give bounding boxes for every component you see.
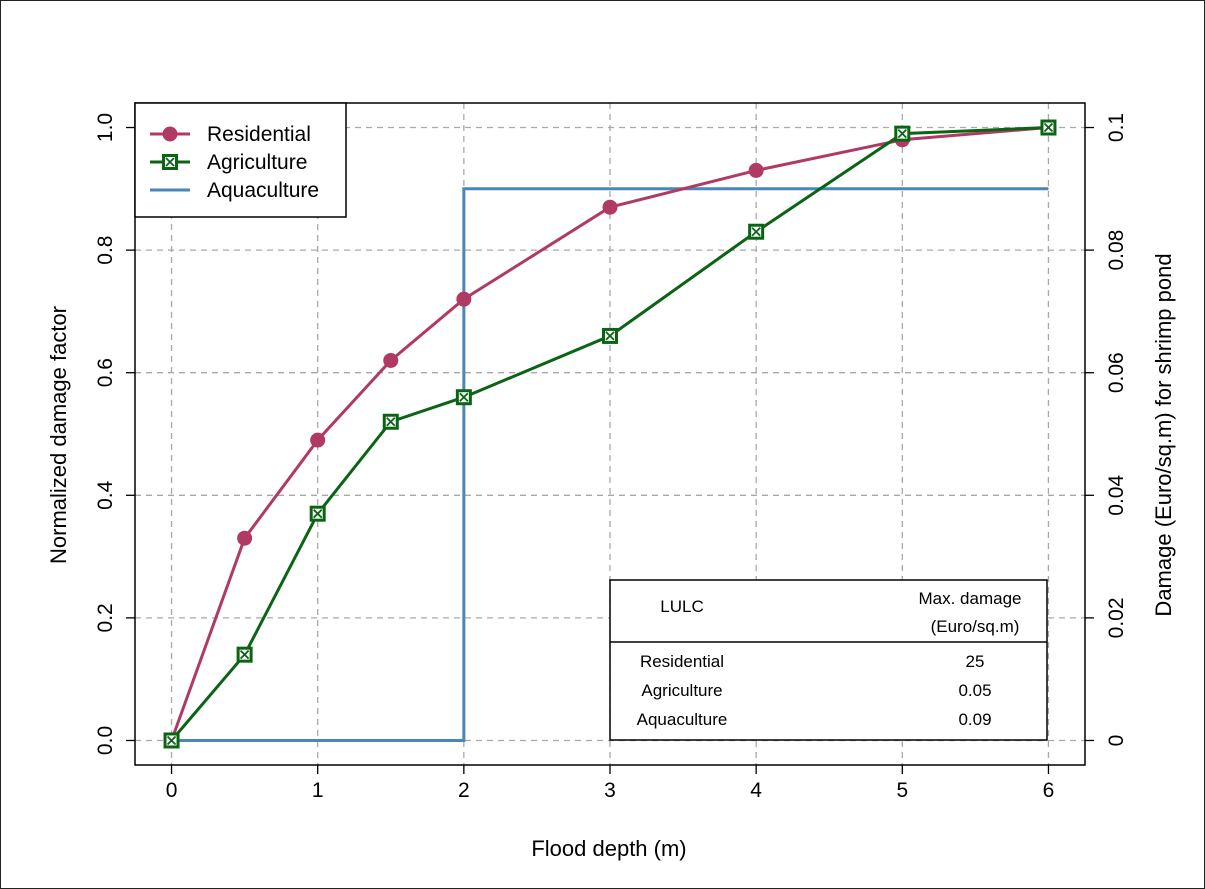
x-axis-title: Flood depth (m)	[531, 836, 686, 861]
y-right-tick-label: 0.02	[1105, 597, 1128, 638]
aquaculture-layer	[171, 187, 1049, 742]
table-row-aquaculture-value: 0.09	[958, 710, 991, 729]
x-tick-label: 1	[312, 779, 324, 802]
legend-agriculture-marker	[162, 154, 178, 170]
legend-aquaculture-label: Aquaculture	[207, 179, 319, 202]
agriculture-point	[455, 389, 472, 406]
table-header-lulc: LULC	[660, 597, 703, 616]
agriculture-point	[602, 327, 618, 344]
agriculture-point	[236, 646, 253, 663]
table-row-residential-label: Residential	[640, 652, 724, 671]
y-right-tick-label: 0.08	[1105, 230, 1128, 271]
table-row-residential-value: 25	[966, 652, 985, 671]
agriculture-point-cross-b	[605, 331, 615, 341]
y-tick-label: 0.4	[94, 480, 117, 510]
y-right-axis-title: Damage (Euro/sq.m) for shrimp pond	[1151, 253, 1176, 616]
y-tick-label: 0.8	[94, 236, 117, 265]
y-axis-title: Normalized damage factor	[46, 306, 71, 564]
y-right-tick-label: 0	[1105, 735, 1128, 747]
table-box	[609, 579, 1048, 741]
agriculture-point	[163, 732, 180, 749]
table-row-agriculture-label: Agriculture	[641, 681, 722, 700]
legend-residential-marker	[162, 126, 178, 142]
residential-point	[748, 162, 764, 178]
y-tick-label: 0.6	[94, 358, 117, 387]
y-right-tick-label: 0.04	[1105, 475, 1128, 516]
x-tick-label: 2	[458, 779, 470, 802]
x-tick-label: 3	[604, 779, 616, 802]
legend-residential-label: Residential	[207, 123, 311, 146]
residential-point	[456, 291, 472, 307]
table-header-max-damage: Max. damage	[919, 589, 1022, 608]
agriculture-point-cross-b	[239, 650, 250, 660]
residential-point	[310, 432, 326, 448]
y-right-tick-label: 0.06	[1105, 352, 1128, 393]
table-header-unit: (Euro/sq.m)	[931, 617, 1020, 636]
y-tick-label: 0.2	[94, 603, 117, 632]
table-row-aquaculture-label: Aquaculture	[637, 710, 728, 729]
residential-point	[237, 530, 253, 546]
axis-layer: 0 1 2 3 4 5 6 0.0 0.2 0.4 0.6 0.8 1.0 0 0.02 0.04 0.06 0.…	[94, 113, 1128, 802]
agriculture-point	[748, 223, 765, 240]
agriculture-point-cross-b	[313, 509, 323, 519]
series-layer	[163, 119, 1057, 749]
agriculture-point-cross-b	[1043, 122, 1054, 133]
y-right-tick-label: 0.1	[1105, 113, 1128, 142]
agriculture-point	[382, 413, 399, 430]
agriculture-point-cross-b	[459, 392, 469, 402]
agriculture-point	[1040, 119, 1057, 136]
agriculture-point	[894, 125, 911, 142]
agriculture-point-cross-b	[166, 735, 177, 746]
legend-agriculture-label: Agriculture	[207, 151, 307, 174]
agriculture-point-cross-b	[386, 417, 396, 427]
x-tick-label: 6	[1043, 779, 1055, 802]
legend: Residential Agriculture Aquaculture	[134, 102, 347, 218]
agriculture-point	[309, 505, 326, 522]
residential-point	[602, 199, 618, 215]
agriculture-point-cross-b	[751, 227, 761, 237]
x-tick-label: 5	[896, 779, 908, 802]
agriculture-point-cross-b	[897, 129, 907, 139]
max-damage-table: LULC Max. damage (Euro/sq.m) Residential…	[609, 579, 1048, 741]
table-row-agriculture-value: 0.05	[958, 681, 991, 700]
y-tick-label: 1.0	[94, 113, 117, 142]
residential-point	[383, 352, 399, 368]
x-tick-label: 0	[166, 779, 178, 802]
y-tick-label: 0.0	[94, 726, 117, 755]
legend-agriculture-marker-cross-b	[165, 157, 175, 167]
x-tick-label: 4	[750, 779, 762, 802]
aquaculture-line	[171, 187, 1049, 742]
